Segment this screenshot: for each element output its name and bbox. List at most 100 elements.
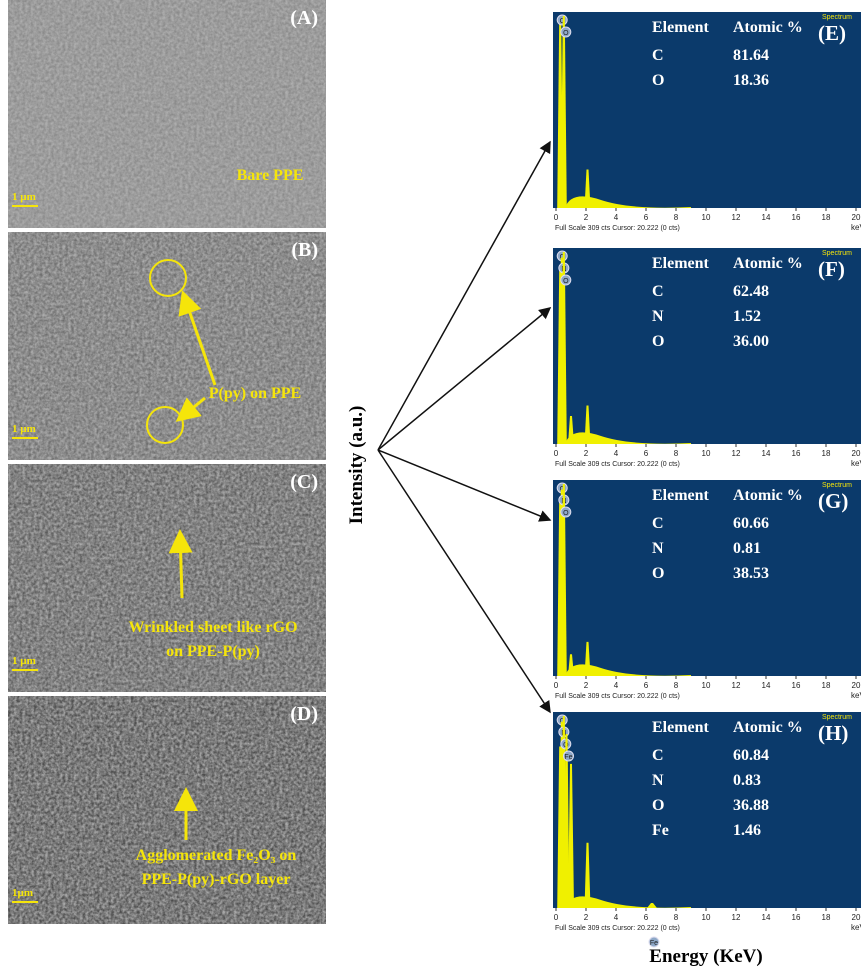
spectrum-tag: Spectrum bbox=[822, 482, 852, 489]
x-tick-label: 6 bbox=[644, 681, 649, 690]
sem-texture bbox=[8, 0, 326, 228]
x-tick-label: 6 bbox=[644, 913, 649, 922]
unit: keV bbox=[851, 223, 861, 232]
table-cell: 38.53 bbox=[733, 565, 769, 582]
table-cell: 60.84 bbox=[733, 747, 769, 764]
peak-tag-label: O bbox=[563, 510, 569, 517]
peak-tag-label: C bbox=[560, 254, 565, 261]
table-cell: C bbox=[652, 747, 664, 764]
spectrum-tag: Spectrum bbox=[822, 14, 852, 21]
x-tick-label: 20 bbox=[852, 913, 861, 922]
table-header: Element bbox=[652, 719, 710, 736]
panel-label: (H) bbox=[818, 721, 848, 745]
spectrum-peak bbox=[560, 16, 567, 208]
table-cell: O bbox=[652, 333, 664, 350]
spectrum-tag: Spectrum bbox=[822, 714, 852, 721]
peak-tag-label: C bbox=[560, 486, 565, 493]
scale-bar-label: 1µm bbox=[12, 887, 33, 899]
spectrum-bg bbox=[553, 712, 861, 908]
table-cell: O bbox=[652, 797, 664, 814]
x-tick-label: 20 bbox=[852, 213, 861, 222]
footer: Full Scale 309 cts Cursor: 20.222 (0 cts… bbox=[555, 461, 680, 468]
table-cell: 81.64 bbox=[733, 47, 769, 64]
peak-tag bbox=[563, 750, 574, 762]
x-tick-label: 0 bbox=[554, 213, 559, 222]
unit: keV bbox=[851, 923, 861, 932]
x-tick-label: 10 bbox=[702, 913, 711, 922]
x-tick-label: 0 bbox=[554, 449, 559, 458]
spectrum-peak bbox=[563, 734, 570, 908]
x-tick-label: 2 bbox=[584, 449, 589, 458]
x-tick-label: 14 bbox=[762, 681, 771, 690]
x-tick-label: 4 bbox=[614, 913, 619, 922]
table-cell: 62.48 bbox=[733, 283, 769, 300]
caption: Agglomerated Fe₂O₃ on bbox=[136, 847, 297, 864]
table-cell: O bbox=[652, 565, 664, 582]
x-tick-label: 16 bbox=[792, 449, 801, 458]
panel-label: (A) bbox=[290, 7, 318, 29]
arrow bbox=[377, 140, 551, 451]
background bbox=[565, 432, 691, 444]
peak-tag-label: O bbox=[563, 30, 569, 37]
x-tick-label: 14 bbox=[762, 449, 771, 458]
unit: keV bbox=[851, 459, 861, 468]
x-tick-label: 0 bbox=[554, 913, 559, 922]
unit: keV bbox=[851, 691, 861, 700]
x-tick-label: 16 bbox=[792, 913, 801, 922]
table-header: Element bbox=[652, 255, 710, 272]
background bbox=[565, 196, 691, 208]
x-tick-label: 12 bbox=[732, 681, 741, 690]
x-tick-label: 8 bbox=[674, 913, 679, 922]
table-cell: N bbox=[652, 540, 664, 557]
x-tick-label: 12 bbox=[732, 213, 741, 222]
x-tick-label: 20 bbox=[852, 681, 861, 690]
x-tick-label: 10 bbox=[702, 449, 711, 458]
peak-tag-label: C bbox=[560, 18, 565, 25]
table-cell: 36.88 bbox=[733, 797, 769, 814]
x-tick-label: 4 bbox=[614, 681, 619, 690]
spectrum-peak bbox=[568, 763, 574, 908]
table-cell: Fe bbox=[652, 822, 669, 839]
peak-tag bbox=[560, 506, 572, 518]
table-header: Atomic % bbox=[733, 719, 803, 736]
panel-label: (F) bbox=[818, 257, 845, 281]
x-tick-label: 8 bbox=[674, 449, 679, 458]
x-axis-label: Energy (KeV) bbox=[649, 946, 762, 967]
spectrum-bg bbox=[553, 12, 861, 208]
background bbox=[565, 664, 691, 676]
x-tick-label: 18 bbox=[822, 213, 831, 222]
x-tick-label: 14 bbox=[762, 913, 771, 922]
table-cell: 1.46 bbox=[733, 822, 761, 839]
x-tick-label: 18 bbox=[822, 913, 831, 922]
panel-label: (B) bbox=[291, 239, 318, 261]
x-tick-label: 2 bbox=[584, 913, 589, 922]
caption: on PPE-P(py) bbox=[166, 643, 260, 660]
x-tick-label: 2 bbox=[584, 681, 589, 690]
peak-tag bbox=[648, 936, 660, 948]
footer: Full Scale 309 cts Cursor: 20.222 (0 cts… bbox=[555, 693, 680, 700]
table-cell: 36.00 bbox=[733, 333, 769, 350]
x-tick-label: 4 bbox=[614, 213, 619, 222]
panel-label: (C) bbox=[290, 471, 318, 493]
x-tick-label: 20 bbox=[852, 449, 861, 458]
caption: PPE-P(py)-rGO layer bbox=[142, 871, 291, 888]
arrow bbox=[377, 449, 551, 714]
x-tick-label: 16 bbox=[792, 213, 801, 222]
x-tick-label: 4 bbox=[614, 449, 619, 458]
x-tick-label: 0 bbox=[554, 681, 559, 690]
x-tick-label: 2 bbox=[584, 213, 589, 222]
peak-tag-label: Fe bbox=[564, 754, 572, 761]
yellow-arrow bbox=[178, 290, 217, 386]
peak-tag-label: Fe bbox=[650, 940, 658, 947]
table-cell: 1.52 bbox=[733, 308, 761, 325]
panel-label: (D) bbox=[290, 703, 318, 725]
footer: Full Scale 309 cts Cursor: 20.222 (0 cts… bbox=[555, 225, 680, 232]
highlight-circle bbox=[146, 406, 184, 444]
panel-label: (G) bbox=[818, 489, 848, 513]
x-tick-label: 10 bbox=[702, 213, 711, 222]
x-tick-label: 6 bbox=[644, 213, 649, 222]
table-header: Atomic % bbox=[733, 19, 803, 36]
table-cell: N bbox=[652, 308, 664, 325]
background bbox=[565, 896, 691, 908]
x-tick-label: 12 bbox=[732, 913, 741, 922]
